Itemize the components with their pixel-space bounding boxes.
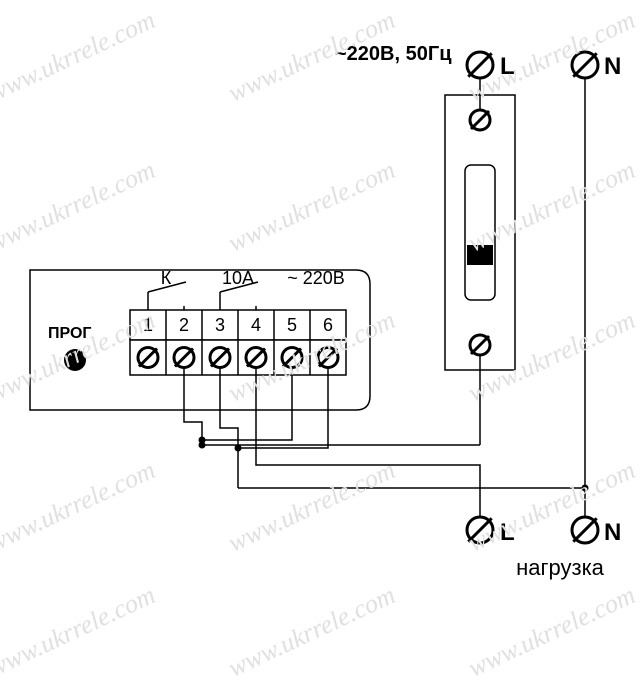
breaker-switch-handle <box>467 245 493 265</box>
terminal-number-2: 2 <box>179 315 189 335</box>
contact-10A-label: 10A <box>222 268 254 288</box>
load-terminals <box>467 517 598 543</box>
supply-L-label: L <box>500 53 515 80</box>
junction-dot <box>199 437 206 444</box>
prog-button[interactable] <box>64 349 86 371</box>
supply-label: ~220В, 50Гц <box>335 43 452 65</box>
circuit-breaker <box>445 95 515 370</box>
contact-220V-label: ~ 220В <box>287 268 345 288</box>
junction-dot <box>582 485 589 492</box>
prog-label: ПРОГ <box>48 325 91 342</box>
terminal-number-5: 5 <box>287 315 297 335</box>
junction-dot <box>235 445 242 452</box>
supply-terminals <box>467 52 598 78</box>
load-L-label: L <box>500 519 515 546</box>
terminal-number-6: 6 <box>323 315 333 335</box>
load-label: нагрузка <box>516 555 605 580</box>
wiring-diagram: 1 2 3 4 5 6 ~220В, 50Гц L N L Nнагрузка ПРОГ К 10A ~ … <box>0 0 640 640</box>
load-N-label: N <box>604 519 621 546</box>
terminal-number-4: 4 <box>251 315 261 335</box>
breaker-switch-slot <box>465 165 495 300</box>
terminal-number-1: 1 <box>143 315 153 335</box>
supply-N-label: N <box>604 53 621 80</box>
terminal-number-3: 3 <box>215 315 225 335</box>
contact-K-label: К <box>161 268 172 288</box>
